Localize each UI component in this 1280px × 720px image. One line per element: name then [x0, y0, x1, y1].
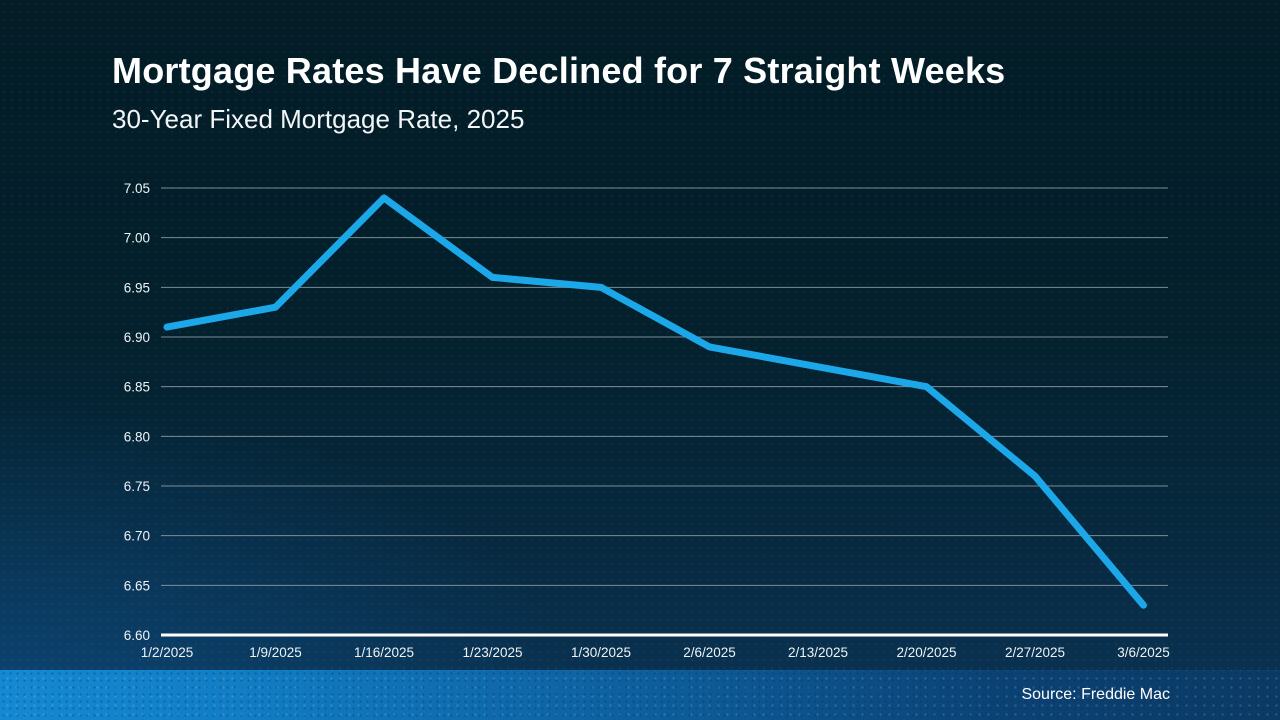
y-tick-label: 7.05 [124, 181, 150, 196]
x-tick-label: 1/23/2025 [462, 645, 522, 660]
source-credit: Source: Freddie Mac [1021, 686, 1170, 703]
x-tick-label: 2/27/2025 [1005, 645, 1065, 660]
y-tick-label: 6.90 [124, 330, 150, 345]
x-tick-label: 1/16/2025 [354, 645, 414, 660]
y-tick-label: 6.75 [124, 479, 150, 494]
chart-title: Mortgage Rates Have Declined for 7 Strai… [112, 50, 1006, 91]
y-tick-label: 6.80 [124, 429, 150, 444]
x-tick-label: 2/20/2025 [896, 645, 956, 660]
x-tick-label: 1/2/2025 [141, 645, 194, 660]
rate-line-series [163, 194, 1147, 609]
x-tick-label: 2/6/2025 [683, 645, 736, 660]
footer-band: Source: Freddie Mac [0, 670, 1280, 720]
y-tick-label: 6.65 [124, 578, 150, 593]
x-tick-label: 3/6/2025 [1117, 645, 1170, 660]
chart-subtitle: 30-Year Fixed Mortgage Rate, 2025 [112, 104, 525, 134]
x-tick-label: 1/9/2025 [249, 645, 302, 660]
x-tick-label: 1/30/2025 [571, 645, 631, 660]
y-tick-label: 7.00 [124, 231, 150, 246]
y-tick-label: 6.85 [124, 380, 150, 395]
y-tick-label: 6.70 [124, 529, 150, 544]
y-tick-label: 6.95 [124, 280, 150, 295]
x-tick-label: 2/13/2025 [788, 645, 848, 660]
y-tick-label: 6.60 [124, 628, 150, 643]
